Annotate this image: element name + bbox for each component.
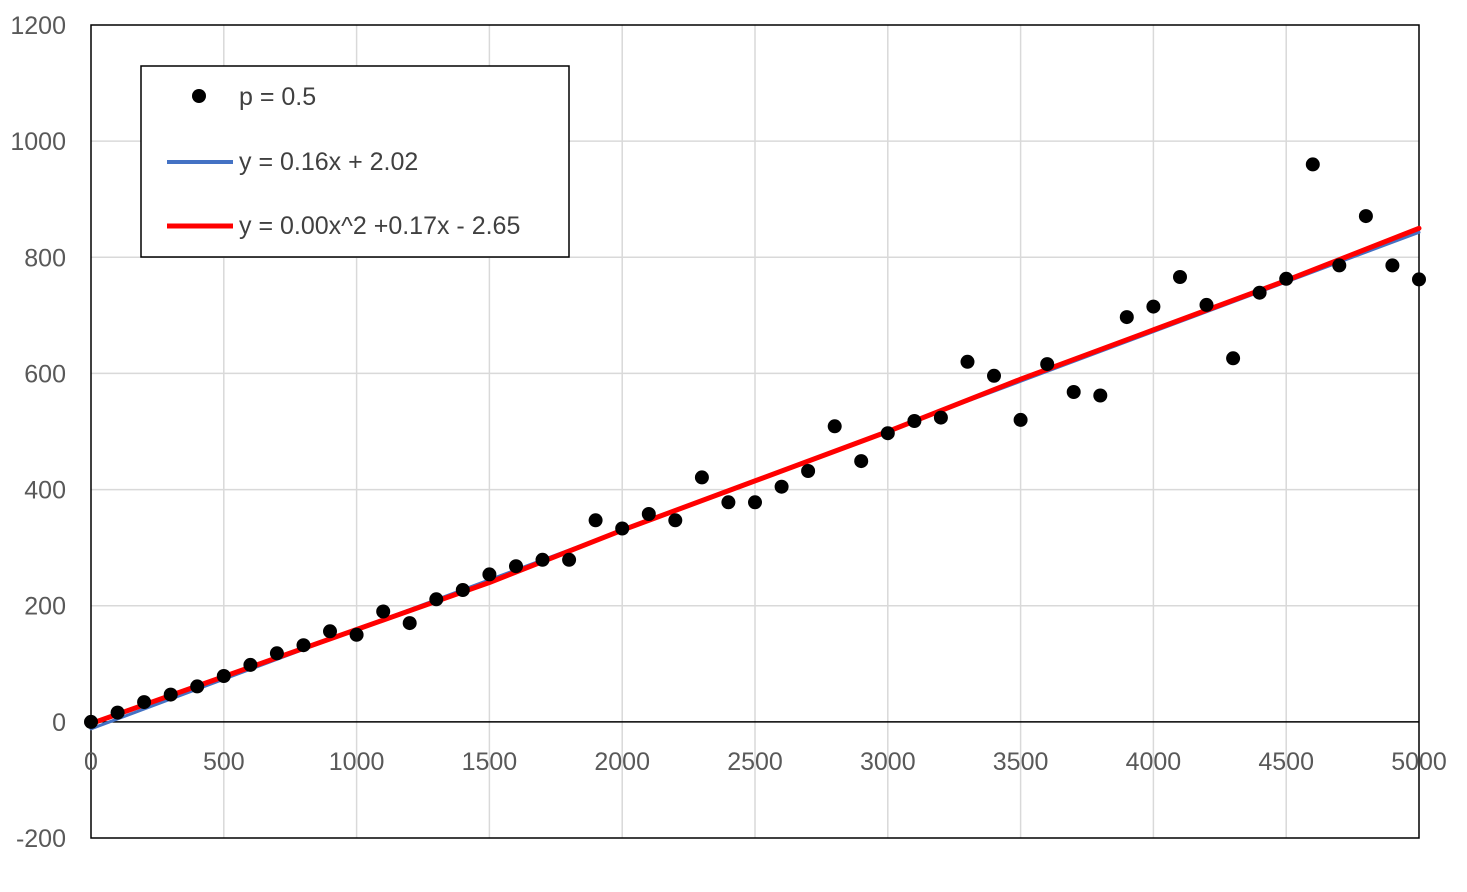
x-tick-label: 1000 xyxy=(329,748,385,776)
plot-area-border xyxy=(90,24,1420,839)
data-point xyxy=(854,454,869,469)
x-tick-label: 500 xyxy=(203,748,245,776)
x-tick-label: 2500 xyxy=(727,748,783,776)
legend: p = 0.5 y = 0.16x + 2.02 y = 0.00x^2 +0.… xyxy=(140,65,570,258)
data-point xyxy=(1279,271,1294,286)
data-point xyxy=(1013,412,1028,427)
data-point xyxy=(216,669,231,683)
x-tick-label: 4500 xyxy=(1258,748,1314,776)
data-point xyxy=(1173,270,1187,284)
data-point xyxy=(641,507,656,521)
data-point xyxy=(1305,157,1320,172)
data-point xyxy=(1358,209,1373,224)
tick-labels: 0 500 1000 1500 2000 2500 3000 3500 4000 4500 5000… xyxy=(10,12,1446,853)
data-point xyxy=(243,657,258,672)
data-point xyxy=(562,552,577,567)
data-point xyxy=(269,646,284,661)
legend-marker-scatter xyxy=(192,89,206,103)
data-point xyxy=(774,479,789,494)
data-point xyxy=(296,638,311,653)
data-point xyxy=(163,687,178,702)
data-point xyxy=(1385,258,1400,273)
y-tick-label: 600 xyxy=(24,360,66,388)
x-tick-label: 2000 xyxy=(594,748,650,776)
data-point xyxy=(588,513,603,528)
legend-label-quadratic: y = 0.00x^2 +0.17x - 2.65 xyxy=(239,212,520,240)
data-point xyxy=(960,354,975,369)
data-point xyxy=(84,714,98,729)
x-tick-label: 5000 xyxy=(1391,748,1447,776)
data-point xyxy=(748,495,762,510)
data-point xyxy=(509,559,523,574)
x-tick-label: 3500 xyxy=(993,748,1049,776)
data-point xyxy=(376,604,391,619)
x-tick-label: 4000 xyxy=(1126,748,1182,776)
data-point xyxy=(907,414,922,428)
data-point xyxy=(1146,299,1161,314)
data-point xyxy=(721,495,736,510)
data-points xyxy=(84,157,1426,729)
data-point xyxy=(880,426,895,441)
data-point xyxy=(615,521,630,536)
data-point xyxy=(933,410,948,425)
y-tick-label: 400 xyxy=(24,477,66,505)
data-point xyxy=(429,592,444,607)
data-point xyxy=(1066,385,1081,399)
data-point xyxy=(827,419,842,434)
data-point xyxy=(535,552,550,567)
data-point xyxy=(1119,310,1134,325)
data-point xyxy=(694,470,709,485)
data-point xyxy=(1199,297,1214,312)
data-point xyxy=(1040,357,1055,372)
data-point xyxy=(349,627,364,642)
data-point xyxy=(1226,351,1241,366)
data-point xyxy=(668,513,683,528)
data-point xyxy=(1412,272,1426,287)
data-point xyxy=(455,583,470,597)
y-tick-label: -200 xyxy=(16,825,66,853)
y-tick-label: 1000 xyxy=(10,128,66,156)
data-point xyxy=(137,695,152,710)
data-point xyxy=(987,368,1001,383)
data-point xyxy=(323,624,337,639)
data-point xyxy=(482,567,497,582)
quadratic-trendline xyxy=(88,225,1422,727)
x-tick-label: 0 xyxy=(84,748,98,776)
y-tick-label: 0 xyxy=(52,709,66,737)
trendlines xyxy=(88,225,1422,731)
legend-label-linear: y = 0.16x + 2.02 xyxy=(239,148,418,176)
data-point xyxy=(1093,388,1108,403)
y-tick-label: 1200 xyxy=(10,12,66,40)
data-point xyxy=(190,679,205,694)
data-point xyxy=(801,464,816,478)
y-tick-label: 800 xyxy=(24,244,66,272)
data-point xyxy=(1332,258,1347,273)
data-point xyxy=(1252,285,1267,300)
legend-label-scatter: p = 0.5 xyxy=(239,83,316,111)
data-point xyxy=(402,616,417,631)
data-point xyxy=(110,705,125,720)
x-tick-label: 3000 xyxy=(860,748,916,776)
y-tick-label: 200 xyxy=(24,593,66,621)
x-tick-label: 1500 xyxy=(462,748,518,776)
